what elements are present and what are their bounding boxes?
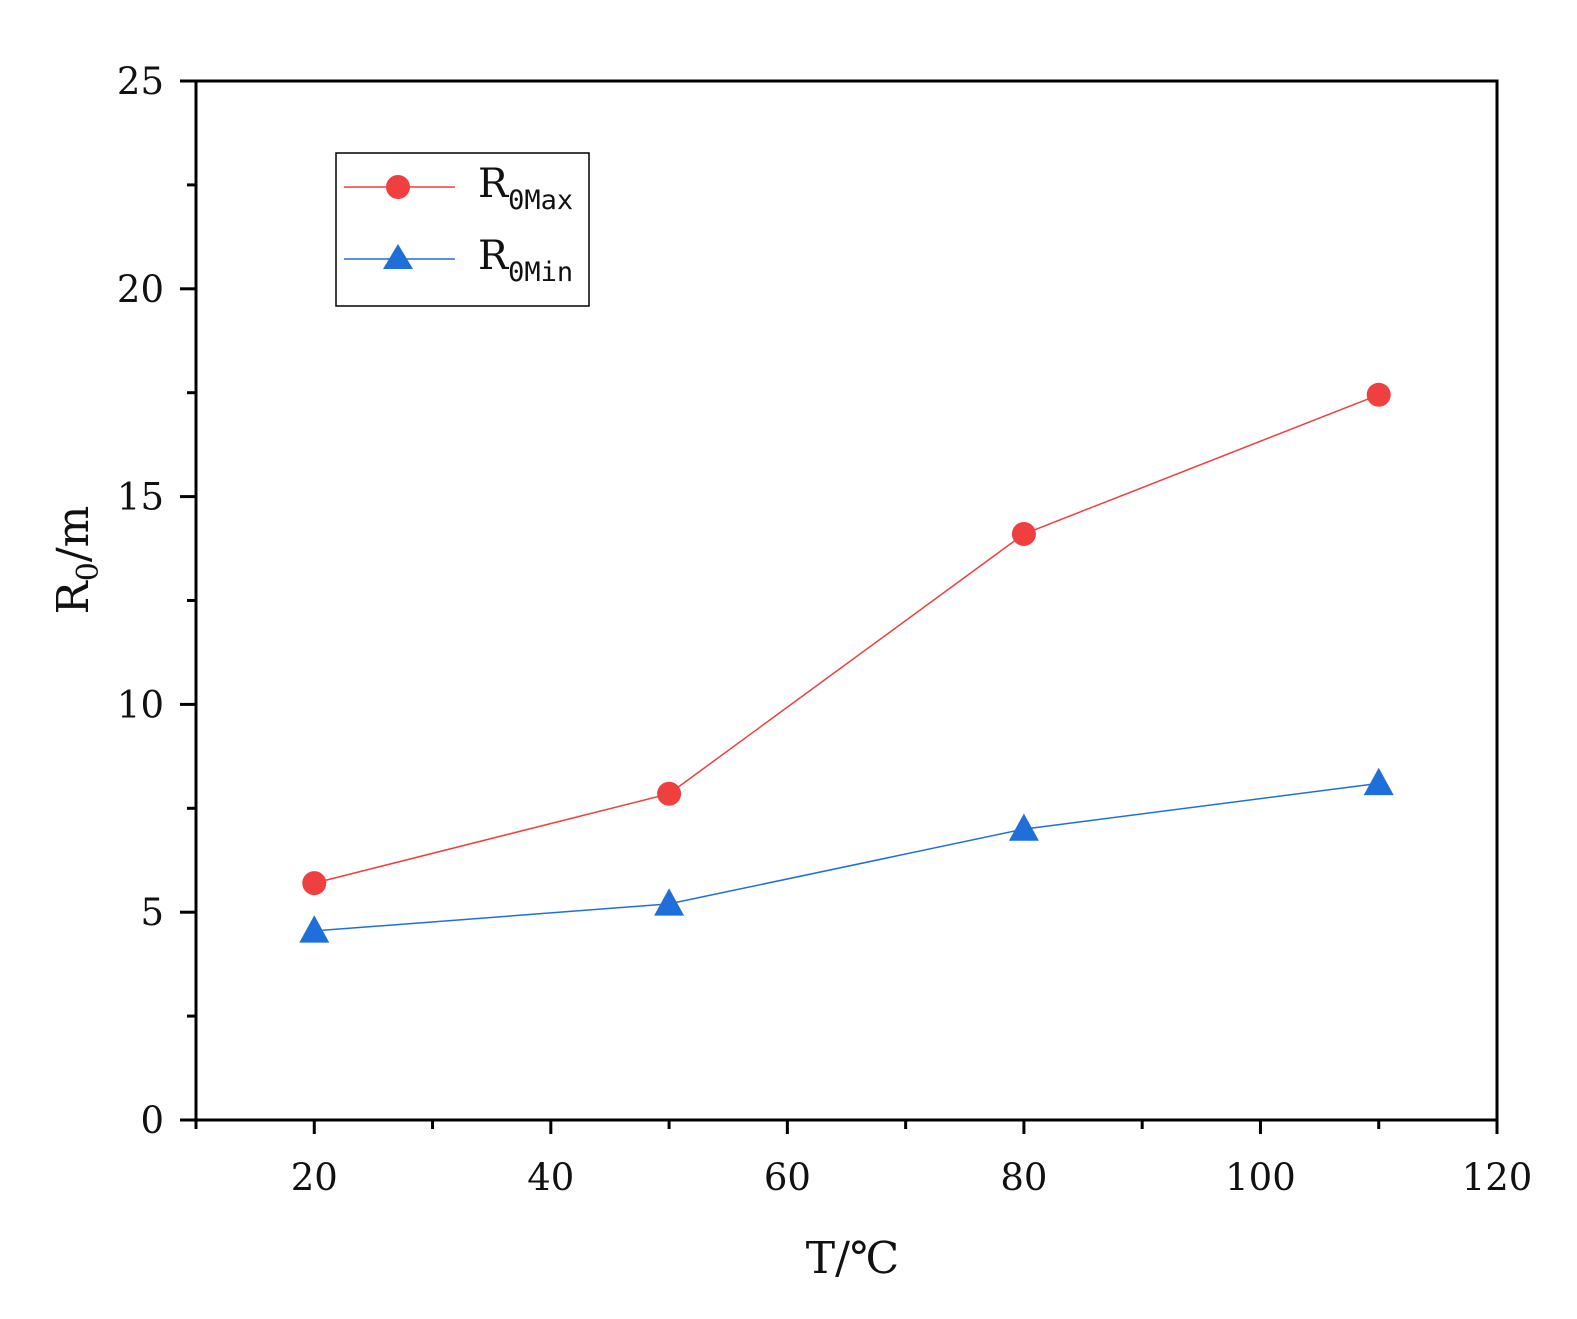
x-tick-label: 60 xyxy=(764,1156,811,1199)
y-axis-title: R0/m xyxy=(48,506,106,615)
x-tick-label: 100 xyxy=(1225,1156,1296,1199)
legend-marker-r0max xyxy=(386,175,410,199)
y-axis-title-suffix: /m xyxy=(48,506,99,563)
y-tick-label: 25 xyxy=(117,60,164,103)
y-tick-label: 20 xyxy=(117,268,164,311)
series-1-point xyxy=(299,915,330,943)
series-0-point xyxy=(657,781,682,806)
series-line-0 xyxy=(314,394,1380,884)
legend-label-r0min-main: R xyxy=(478,233,510,279)
y-tick-label: 10 xyxy=(117,683,164,726)
legend-label-r0min-sub: 0Min xyxy=(508,257,573,288)
y-axis-title-main: R xyxy=(48,579,99,614)
legend-label-r0max-main: R xyxy=(478,161,510,207)
x-tick-label: 20 xyxy=(291,1156,338,1199)
series-line-1 xyxy=(314,782,1379,932)
series-0-point xyxy=(1366,382,1391,407)
legend-box xyxy=(335,152,590,307)
y-tick-label: 0 xyxy=(140,1099,164,1142)
series-1-point xyxy=(1008,813,1039,841)
x-axis-title: T/℃ xyxy=(806,1233,899,1284)
y-tick-label: 15 xyxy=(117,476,164,519)
x-tick-label: 120 xyxy=(1462,1156,1533,1199)
series-0-point xyxy=(1011,522,1036,547)
series-1-point xyxy=(654,888,685,916)
x-tick-label: 40 xyxy=(527,1156,574,1199)
series-0-point xyxy=(302,871,327,896)
legend-label-r0max-sub: 0Max xyxy=(508,185,573,216)
legend-label-r0min: R0Min xyxy=(478,233,573,288)
legend-entry-r0max: R0Max xyxy=(344,161,573,216)
legend-label-r0max: R0Max xyxy=(478,161,573,216)
y-axis-title-sub: 0 xyxy=(71,562,106,581)
series-1-point xyxy=(1363,767,1394,796)
legend-marker-r0min xyxy=(383,244,413,269)
axes: 20 40 60 80 100 120 0 5 10 15 20 25 xyxy=(117,60,1532,1199)
plot-marks xyxy=(299,382,1394,943)
legend-entry-r0min: R0Min xyxy=(344,233,573,288)
x-tick-label: 80 xyxy=(1000,1156,1047,1199)
y-tick-label: 5 xyxy=(140,891,164,934)
legend: R0Max R0Min xyxy=(335,152,590,307)
